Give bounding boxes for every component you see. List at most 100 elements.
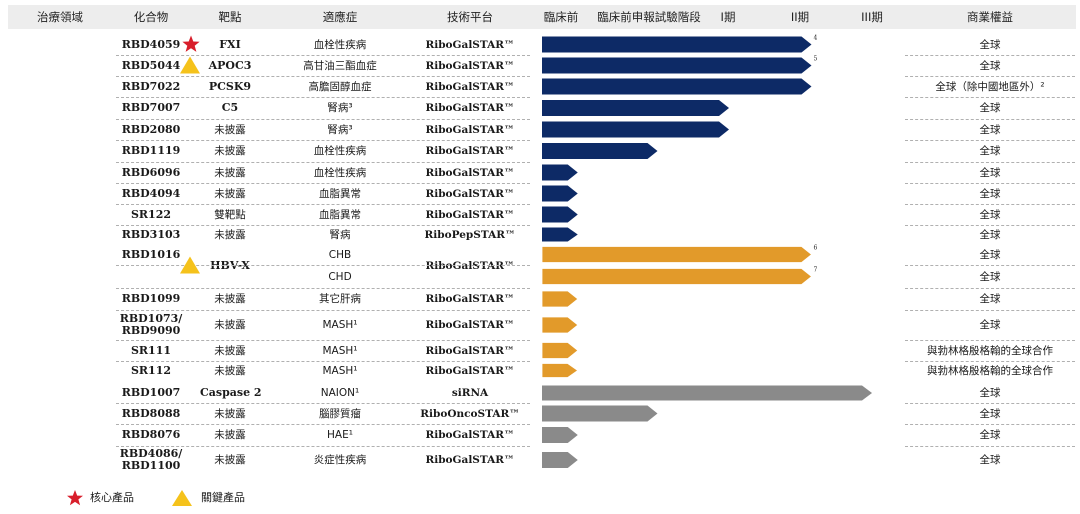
progress-bar (542, 57, 812, 74)
platform-name: RiboGalSTAR™ (425, 429, 515, 441)
progress-bar (541, 246, 813, 263)
platform-name: RiboGalSTAR™ (425, 364, 515, 377)
compound-name: RBD7022 (121, 79, 181, 93)
header-compound: 化合物 (133, 10, 169, 24)
target-name: 未披露 (214, 166, 246, 179)
row-separator (905, 361, 1075, 362)
target-name: 未披露 (214, 407, 246, 420)
commercial-rights: 全球 (979, 429, 1001, 441)
platform-name: RiboGalSTAR™ (425, 454, 515, 466)
progress-bar (542, 185, 578, 202)
compound-name: RBD3103 (121, 227, 181, 241)
compound-name: SR112 (130, 363, 172, 377)
indication-name: MASH¹ (322, 319, 358, 331)
commercial-rights: 全球 (979, 166, 1001, 179)
platform-name: siRNA (451, 387, 489, 399)
commercial-rights: 全球 (979, 38, 1001, 51)
target-name: 未披露 (214, 364, 246, 377)
platform-name: RiboGalSTAR™ (425, 293, 515, 305)
row-separator (116, 265, 530, 266)
area-label-cardio: 心血管、 代謝和 腎臟疾病 (37, 115, 83, 161)
compound-name: RBD5044 (121, 58, 181, 72)
compound-name: RBD6096 (121, 165, 181, 179)
progress-bar (541, 363, 579, 378)
area-band-other: 其他治療領域 (8, 382, 112, 474)
progress-bar (541, 268, 813, 285)
indication-name: 高甘油三酯血症 (303, 59, 377, 72)
row-separator (116, 183, 530, 184)
indication-name: 腎病³ (327, 123, 353, 136)
platform-name: RiboGalSTAR™ (425, 102, 515, 114)
platform-name: RiboGalSTAR™ (425, 166, 515, 179)
indication-name: 腦膠質瘤 (319, 407, 361, 420)
row-separator (116, 361, 530, 362)
progress-bar (542, 121, 729, 138)
area-label-other: 其他治療領域 (25, 421, 95, 435)
commercial-rights: 全球 (979, 319, 1001, 331)
platform-name: RiboGalSTAR™ (425, 145, 515, 157)
row-separator (116, 119, 530, 120)
progress-bar (542, 100, 729, 116)
commercial-rights: 全球 (979, 187, 1001, 200)
progress-footnote: 5 (814, 56, 818, 63)
row-separator (905, 204, 1075, 205)
indication-name: MASH¹ (322, 364, 358, 377)
row-separator (905, 97, 1075, 98)
target-name: FXI (219, 37, 241, 51)
target-name: 未披露 (214, 293, 246, 305)
row-separator (905, 288, 1075, 289)
commercial-rights: 全球 (979, 454, 1001, 466)
commercial-rights: 全球 (979, 293, 1001, 305)
legend-triangle-icon (172, 490, 192, 506)
target-name: 未披露 (214, 454, 246, 466)
row-separator (905, 446, 1075, 447)
indication-name: 其它肝病 (319, 293, 361, 305)
indication-name: HAE¹ (327, 429, 353, 441)
row-separator (905, 76, 1075, 77)
target-name: 雙靶點 (214, 208, 246, 221)
target-name: 未披露 (214, 344, 246, 357)
compound-name: RBD8076 (121, 428, 181, 441)
indication-name: MASH¹ (322, 344, 358, 357)
target-name: 未披露 (214, 228, 246, 241)
header-indication: 適應症 (322, 10, 358, 24)
area-band-liver: 肝病 (8, 244, 112, 380)
area-band-cardio: 心血管、 代謝和 腎臟疾病 (8, 34, 112, 242)
target-name: PCSK9 (208, 79, 252, 93)
indication-name: 血栓性疾病 (313, 38, 367, 51)
triangle-icon (180, 256, 200, 274)
progress-bar (541, 342, 579, 359)
row-separator (116, 55, 530, 56)
indication-name: 血栓性疾病 (313, 166, 367, 179)
progress-bar (542, 427, 578, 443)
compound-name: RBD7007 (121, 101, 181, 114)
row-separator (905, 55, 1075, 56)
target-name: 未披露 (214, 145, 246, 157)
indication-name: CHD (328, 270, 352, 283)
indication-name: 血脂異常 (319, 208, 361, 221)
compound-name: RBD1016 (121, 247, 181, 261)
row-separator (905, 424, 1075, 425)
progress-footnote: 6 (814, 245, 818, 252)
compound-name: RBD4059 (121, 37, 181, 51)
progress-footnote: 4 (814, 35, 818, 42)
row-separator (905, 183, 1075, 184)
indication-name: 炎症性疾病 (313, 454, 367, 466)
target-name: 未披露 (214, 319, 246, 331)
commercial-rights: 全球 (979, 270, 1001, 283)
commercial-rights: 全球 (979, 59, 1001, 72)
star-icon (182, 35, 200, 52)
row-separator (905, 403, 1075, 404)
platform-name: RiboGalSTAR™ (425, 319, 515, 331)
row-separator (116, 162, 530, 163)
commercial-rights: 全球 (979, 102, 1001, 114)
row-separator (116, 340, 530, 341)
commercial-rights: 全球（除中國地區外）² (935, 80, 1045, 93)
indication-name: CHB (328, 248, 352, 261)
platform-name: RiboGalSTAR™ (425, 80, 515, 93)
header-bar (8, 5, 1076, 29)
row-separator (116, 310, 530, 311)
row-separator (905, 340, 1075, 341)
progress-bar (542, 405, 658, 422)
